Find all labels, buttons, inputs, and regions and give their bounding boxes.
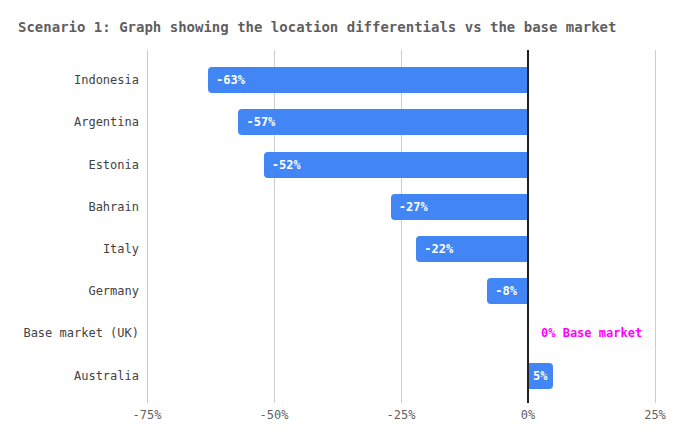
category-label-germany: Germany	[0, 283, 139, 299]
bar-germany: -8%	[487, 278, 528, 304]
bar-value-label: -57%	[246, 109, 275, 135]
category-label-argentina: Argentina	[0, 114, 139, 130]
gridline	[147, 50, 148, 403]
bar-value-label: 5%	[533, 363, 547, 389]
chart-title: Scenario 1: Graph showing the location d…	[18, 19, 616, 35]
category-label-indonesia: Indonesia	[0, 72, 139, 88]
x-tick-label: 0%	[488, 408, 568, 422]
category-label-base-market-uk: Base market (UK)	[0, 325, 139, 341]
bar-value-label: -22%	[424, 236, 453, 262]
category-label-italy: Italy	[0, 241, 139, 257]
x-tick-label: -25%	[361, 408, 441, 422]
bar-bahrain: -27%	[391, 194, 528, 220]
gridline	[401, 50, 402, 403]
x-tick-label: -50%	[234, 408, 314, 422]
bar-italy: -22%	[416, 236, 528, 262]
bar-value-label: -8%	[495, 278, 517, 304]
location-differentials-bar-chart: Scenario 1: Graph showing the location d…	[0, 0, 679, 442]
bar-indonesia: -63%	[208, 67, 528, 93]
category-label-estonia: Estonia	[0, 157, 139, 173]
gridline	[274, 50, 275, 403]
x-tick-label: -75%	[107, 408, 187, 422]
bar-australia: 5%	[528, 363, 553, 389]
category-label-bahrain: Bahrain	[0, 199, 139, 215]
x-tick-label: 25%	[615, 408, 679, 422]
bar-estonia: -52%	[264, 152, 528, 178]
category-label-australia: Australia	[0, 368, 139, 384]
base-market-annotation: 0% Base market	[541, 325, 642, 341]
bar-value-label: -63%	[216, 67, 245, 93]
gridline	[655, 50, 656, 403]
bar-argentina: -57%	[238, 109, 528, 135]
zero-axis-line	[527, 50, 529, 403]
bar-value-label: -27%	[399, 194, 428, 220]
bar-value-label: -52%	[272, 152, 301, 178]
